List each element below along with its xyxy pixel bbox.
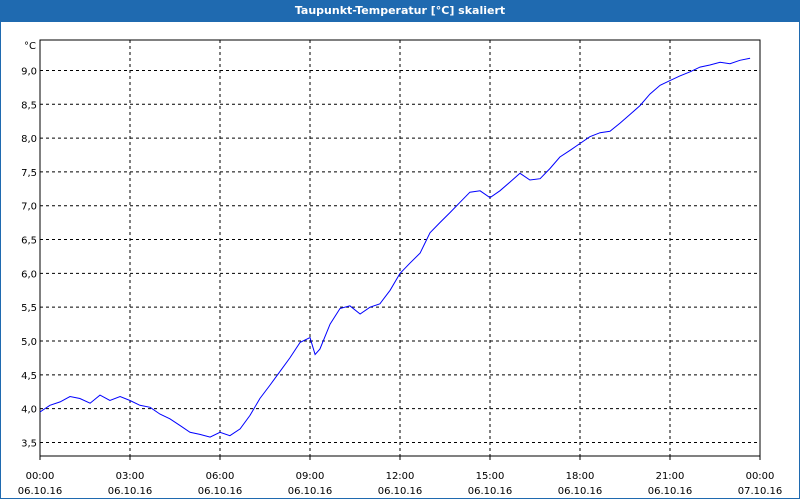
x-tick-time-label: 18:00: [566, 471, 595, 482]
series-group: [39, 57, 751, 438]
x-tick-date-label: 06.10.16: [288, 486, 333, 497]
x-tick-date-label: 06.10.16: [108, 486, 153, 497]
y-tick-label: 4,5: [21, 371, 37, 382]
y-tick-label: 4,0: [21, 405, 37, 416]
plot-area: [39, 39, 761, 457]
x-tick-labels: 00:00 06.10.16 03:00 06.10.16 06:00 06.10.16 0…: [18, 471, 783, 497]
x-tick-time-label: 12:00: [386, 471, 415, 482]
x-tick-time-label: 15:00: [476, 471, 505, 482]
y-tick-label: 9,0: [21, 66, 37, 77]
y-tick-labels: 9,0 8,5 8,0 7,5 7,0 6,5 6,0 5,5 5,0 4,5 4,0 3,5: [21, 66, 37, 449]
x-tick-date-label: 06.10.16: [468, 486, 513, 497]
x-tick-date-label: 07.10.16: [738, 486, 783, 497]
x-tick-time-label: 00:00: [746, 471, 775, 482]
y-tick-label: 6,0: [21, 269, 37, 280]
y-tick-label: 7,5: [21, 168, 37, 179]
y-tick-label: 5,0: [21, 337, 37, 348]
y-tick-label: 6,5: [21, 236, 37, 247]
grid-lines: [39, 40, 761, 460]
x-tick-time-label: 06:00: [206, 471, 235, 482]
series-line: [39, 57, 751, 438]
x-tick-date-label: 06.10.16: [378, 486, 423, 497]
y-tick-label: 8,0: [21, 134, 37, 145]
x-tick-date-label: 06.10.16: [648, 486, 693, 497]
x-tick-time-label: 21:00: [656, 471, 685, 482]
y-tick-label: 3,5: [21, 438, 37, 449]
x-tick-time-label: 03:00: [116, 471, 145, 482]
y-tick-label: 8,5: [21, 100, 37, 111]
x-tick-time-label: 09:00: [296, 471, 325, 482]
x-tick-date-label: 06.10.16: [18, 486, 63, 497]
x-tick-time-label: 00:00: [26, 471, 55, 482]
x-tick-date-label: 06.10.16: [558, 486, 603, 497]
y-axis-label: °C: [24, 41, 36, 52]
x-tick-date-label: 06.10.16: [198, 486, 243, 497]
y-tick-label: 5,5: [21, 303, 37, 314]
window-title: Taupunkt-Temperatur [°C] skaliert: [0, 0, 800, 22]
y-tick-label: 7,0: [21, 202, 37, 213]
